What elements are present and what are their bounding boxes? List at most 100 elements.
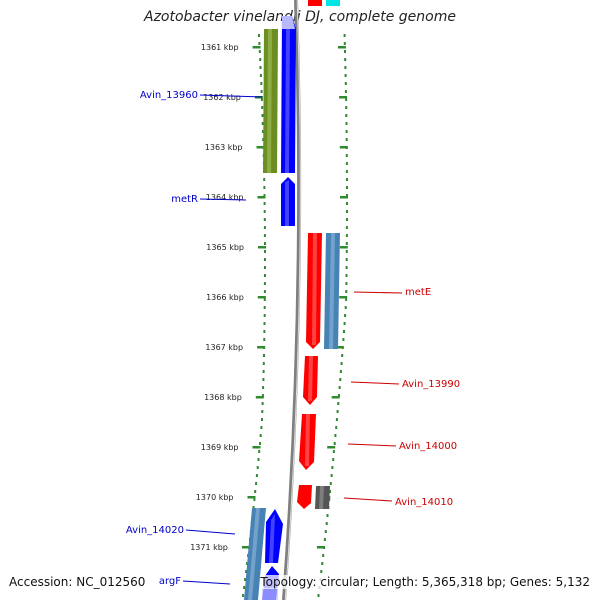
ruler-dot	[253, 498, 256, 501]
ruler-dot	[321, 562, 324, 565]
ruler-dot	[260, 82, 263, 85]
label-avin-14020[interactable]: Avin_14020	[126, 525, 184, 536]
ruler-dot	[260, 98, 263, 101]
tick-mark-right	[327, 446, 336, 449]
ruler-dot	[254, 490, 257, 493]
ruler-dot	[259, 442, 261, 445]
gene-mete-highlight	[312, 233, 317, 345]
ruler-dot	[332, 450, 335, 453]
tick-label: 1368 kbp	[204, 393, 242, 402]
ruler-dot	[322, 554, 325, 557]
track-forward	[244, 16, 296, 600]
ruler-dot	[262, 138, 265, 141]
ruler-dot	[339, 370, 342, 373]
leader-metr	[199, 198, 247, 201]
ruler-dot	[263, 306, 266, 309]
ruler-dot	[337, 402, 340, 405]
ruler-dot	[255, 482, 258, 485]
tick-label: 1366 kbp	[206, 293, 244, 302]
ruler-dot	[258, 50, 261, 53]
tick-mark-left	[258, 246, 266, 249]
ruler-dot	[341, 354, 344, 357]
ruler-dot	[263, 218, 266, 221]
ruler-dot	[263, 178, 266, 181]
ruler-dot	[259, 66, 262, 69]
tick-labels: 1361 kbp 1362 kbp 1363 kbp 1364 kbp 1365 kbp…	[190, 43, 244, 552]
ruler-dot	[246, 562, 249, 565]
ruler-dot	[262, 362, 265, 365]
label-avin-13960[interactable]: Avin_13960	[140, 90, 198, 101]
ruler-dot	[344, 50, 346, 53]
ruler-dot	[263, 226, 266, 229]
label-argf[interactable]: argF	[159, 576, 181, 587]
tick-label: 1361 kbp	[201, 43, 239, 52]
ruler-dot	[330, 474, 333, 477]
ruler-dot	[344, 82, 347, 85]
ruler-dot	[333, 442, 336, 445]
ruler-dot	[263, 338, 266, 341]
gene-labels: Avin_13960 metR metE Avin_13990 Avin_140…	[126, 90, 460, 587]
ruler-dot	[345, 154, 348, 157]
label-metr[interactable]: metR	[171, 194, 198, 205]
ruler-dot	[343, 330, 345, 333]
ruler-dot	[345, 242, 348, 245]
ruler-dot	[335, 426, 338, 429]
tick-mark-left	[252, 46, 261, 49]
leader-mete	[353, 291, 403, 294]
tick-mark-right	[316, 546, 325, 549]
ruler-dot	[261, 122, 264, 125]
tick-mark-left	[241, 546, 250, 549]
ruler-dot	[345, 290, 348, 293]
tick-mark-right	[339, 296, 348, 299]
ruler-dot	[257, 458, 260, 461]
ruler-dot	[261, 394, 264, 397]
ruler-dot	[345, 250, 348, 253]
tick-mark-right	[335, 346, 344, 349]
ruler-dot	[340, 362, 343, 365]
ruler-dot	[345, 226, 348, 229]
ruler-dot	[262, 130, 264, 133]
tick-label: 1369 kbp	[201, 443, 239, 452]
tick-label: 1364 kbp	[206, 193, 244, 202]
ruler-dot	[258, 34, 260, 37]
ruler-dot	[345, 266, 348, 269]
ruler-dot	[326, 514, 329, 517]
ruler-dot	[263, 202, 266, 205]
tick-mark-left	[247, 496, 256, 499]
label-avin-13990[interactable]: Avin_13990	[402, 379, 460, 390]
leader-avin-14000	[347, 443, 397, 447]
ruler-dot	[345, 98, 348, 101]
ruler-dot	[344, 90, 347, 93]
ruler-right	[316, 34, 348, 597]
tick-mark-left	[255, 396, 264, 399]
gene-mete-cds-highlight	[329, 233, 335, 349]
ruler-dot	[263, 322, 266, 325]
tick-label: 1371 kbp	[190, 543, 228, 552]
ruler-dot	[345, 234, 348, 237]
ruler-dot	[342, 338, 345, 341]
ruler-dot	[335, 418, 338, 421]
ruler-dot	[325, 522, 328, 525]
gene-top-partial-cyan	[326, 0, 340, 6]
ruler-dot	[252, 506, 255, 509]
gene-avin-14010[interactable]	[297, 485, 312, 509]
ruler-dot	[345, 114, 348, 117]
ruler-dot	[345, 170, 348, 173]
label-mete[interactable]: metE	[405, 287, 431, 298]
label-avin-14000[interactable]: Avin_14000	[399, 441, 457, 452]
ruler-dot	[324, 530, 327, 533]
ruler-dot	[343, 42, 346, 45]
gene-metr-highlight	[285, 180, 289, 226]
ruler-dot	[263, 186, 266, 189]
gene-avin-13960-top-fade	[282, 16, 295, 29]
tick-mark-left	[252, 446, 261, 449]
ruler-dot	[346, 202, 348, 205]
ruler-dot	[263, 194, 266, 197]
ruler-dot	[346, 178, 348, 181]
ruler-dot	[344, 314, 347, 317]
ruler-dot	[264, 274, 266, 277]
label-avin-14010[interactable]: Avin_14010	[395, 497, 453, 508]
ruler-dot	[259, 58, 262, 61]
genome-summary: Topology: circular; Length: 5,365,318 bp…	[260, 575, 590, 589]
ruler-dot	[331, 466, 334, 469]
